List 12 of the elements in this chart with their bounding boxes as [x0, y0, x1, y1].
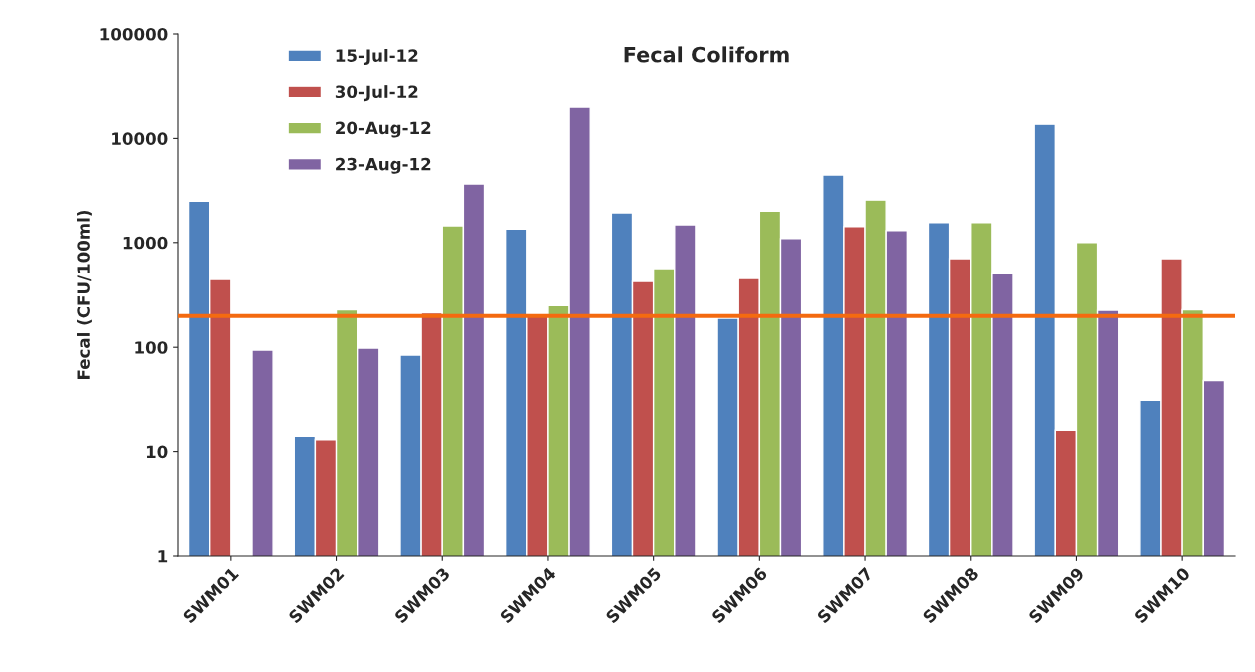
y-tick-label: 10000 [112, 132, 168, 145]
legend-label: 15-Jul-12 [336, 49, 418, 65]
y-tick-label: 10 [146, 445, 168, 459]
y-tick-label: 100 [135, 341, 168, 354]
legend-label: 20-Aug-12 [336, 121, 431, 138]
chart-title: Fecal Coliform [624, 46, 789, 63]
y-tick-label: 1000 [123, 236, 168, 250]
y-tick-label: 1 [158, 550, 168, 563]
y-axis-title: Fecal (CFU/100ml) [77, 210, 92, 379]
legend-label: 23-Aug-12 [336, 157, 431, 174]
legend-label: 30-Jul-12 [335, 85, 418, 102]
y-tick-label: 100000 [100, 27, 168, 41]
